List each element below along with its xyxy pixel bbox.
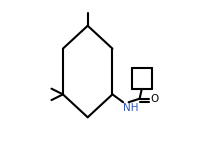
Text: O: O: [150, 94, 158, 104]
Text: NH: NH: [123, 103, 139, 113]
